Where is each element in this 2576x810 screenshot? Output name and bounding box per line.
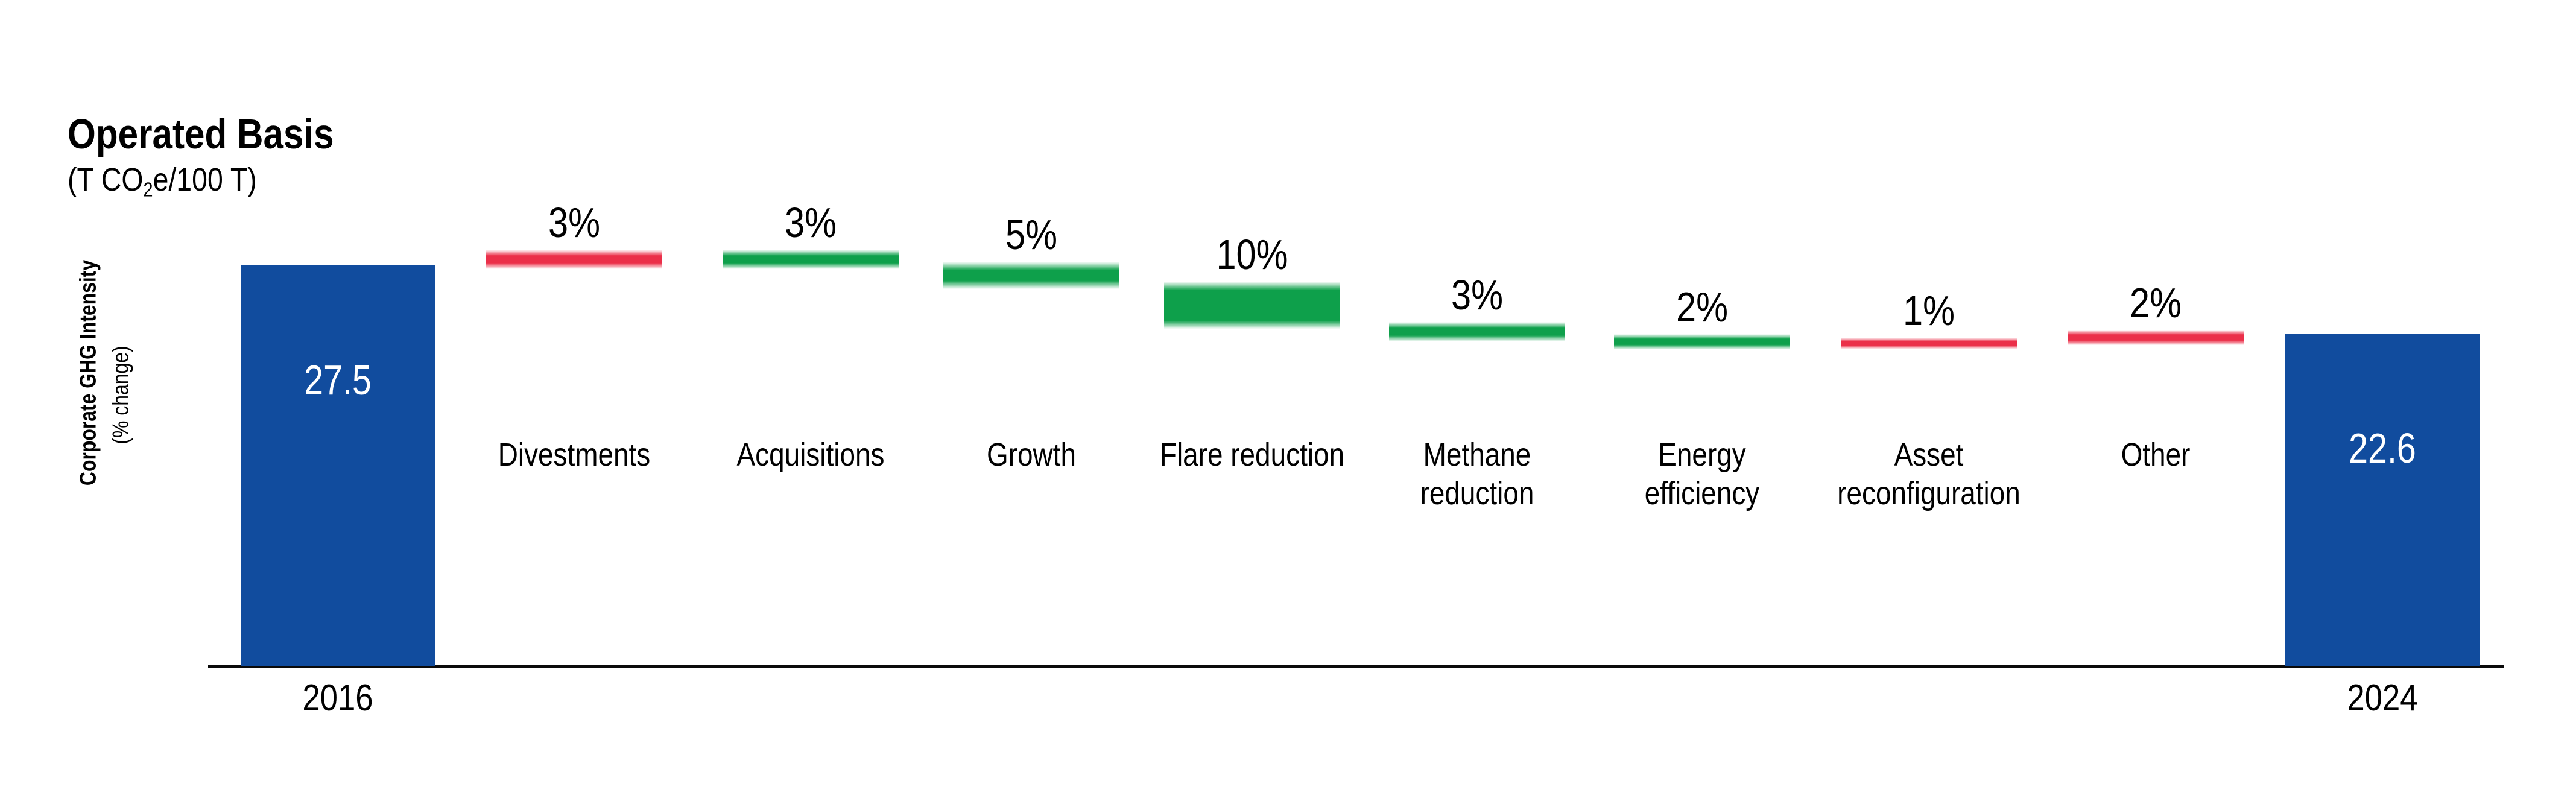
step-value-label: 3%: [548, 199, 600, 247]
step-value-label: 10%: [1216, 231, 1288, 279]
step-bar-energy-efficiency: [1614, 334, 1790, 349]
step-category-label: Other: [2121, 435, 2191, 474]
bar-value-label-2016: 27.5: [304, 356, 372, 403]
units-subscript: 2: [143, 179, 153, 201]
category-label-line: Flare reduction: [1159, 437, 1345, 473]
bar-value-label-2024: 22.6: [2349, 425, 2416, 472]
step-bar-methane-reduction: [1389, 321, 1565, 341]
step-category-label: Acquisitions: [737, 435, 885, 474]
category-label-line: efficiency: [1644, 475, 1760, 511]
step-bar-growth: [943, 262, 1119, 290]
step-category-label: Divestments: [498, 435, 651, 474]
step-value-label: 3%: [1451, 271, 1503, 318]
step-category-label: Flare reduction: [1160, 435, 1344, 474]
step-category-label: Energy efficiency: [1645, 435, 1760, 513]
step-bar-acquisitions: [723, 250, 899, 269]
y-axis-sublabel: (% change): [108, 346, 134, 445]
step-category-label: Methane reduction: [1420, 435, 1534, 513]
category-label-line: Acquisitions: [736, 437, 885, 473]
category-label-line: Asset: [1894, 437, 1964, 473]
total-bar-2024: [2285, 334, 2480, 666]
category-label-line: Energy: [1658, 437, 1746, 473]
step-value-label: 2%: [2130, 279, 2182, 327]
x-tick-2016: 2016: [302, 677, 373, 719]
units-suffix: e/100 T): [153, 162, 257, 198]
chart-units: (T CO2e/100 T): [68, 162, 257, 208]
step-bar-other: [2068, 330, 2244, 346]
step-category-label: Asset reconfiguration: [1837, 435, 2021, 513]
step-value-label: 2%: [1676, 283, 1728, 331]
category-label-line: reduction: [1420, 475, 1534, 511]
total-bar-2016: [240, 265, 435, 666]
category-label-line: Methane: [1423, 437, 1531, 473]
step-value-label: 3%: [785, 199, 837, 247]
category-label-line: Other: [2121, 437, 2191, 473]
category-label-line: Divestments: [498, 437, 651, 473]
step-value-label: 1%: [1903, 287, 1955, 335]
y-axis-label: Corporate GHG Intensity: [75, 259, 101, 486]
step-bar-divestments: [486, 250, 662, 269]
x-tick-2024: 2024: [2347, 677, 2418, 719]
step-bar-asset-reconfiguration: [1841, 338, 2017, 349]
x-axis-line: [208, 665, 2504, 668]
units-prefix: (T CO: [68, 162, 144, 198]
page-title: Operated Basis: [68, 110, 334, 157]
step-bar-flare-reduction: [1164, 282, 1340, 329]
step-value-label: 5%: [1005, 211, 1057, 258]
step-category-label: Growth: [987, 435, 1076, 474]
category-label-line: Growth: [987, 437, 1076, 473]
category-label-line: reconfiguration: [1837, 475, 2021, 511]
